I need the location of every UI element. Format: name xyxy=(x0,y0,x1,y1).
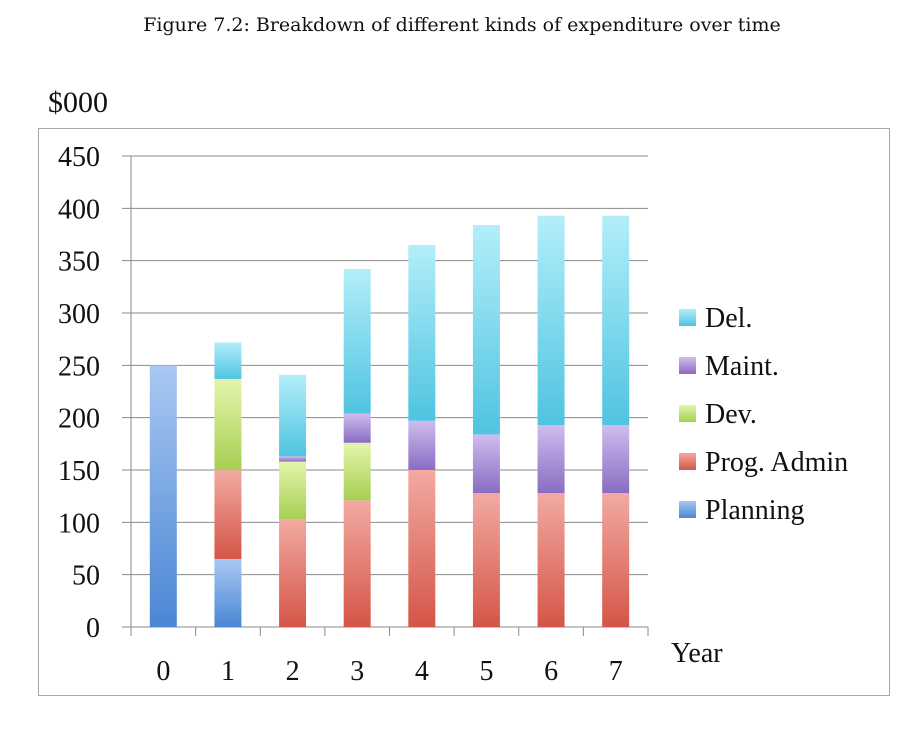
legend-label: Planning xyxy=(705,495,805,526)
legend-label: Maint. xyxy=(705,351,779,382)
bar-segment-maint-year-3 xyxy=(343,413,371,443)
bars xyxy=(149,215,630,627)
bar-segment-dev-year-3 xyxy=(343,442,371,501)
x-tick-label: 0 xyxy=(156,656,170,687)
y-tick-label: 200 xyxy=(58,404,100,435)
x-axis-label: Year xyxy=(671,638,723,669)
bar-segment-del-year-3 xyxy=(343,269,371,414)
y-tick-label: 50 xyxy=(72,561,100,592)
bar-segment-prog-admin-year-7 xyxy=(602,493,630,627)
legend-swatch xyxy=(679,453,696,470)
figure-caption: Figure 7.2: Breakdown of different kinds… xyxy=(143,14,781,36)
legend-label: Prog. Admin xyxy=(705,447,848,478)
legend-swatch xyxy=(679,309,696,326)
bar-segment-prog-admin-year-1 xyxy=(214,470,242,559)
legend: Del. Maint. Dev. Prog. Admin Planning xyxy=(679,303,848,526)
bar-segment-prog-admin-year-2 xyxy=(279,519,307,627)
y-tick-label: 150 xyxy=(58,456,100,487)
y-tick-label: 300 xyxy=(58,299,100,330)
bar-segment-maint-year-7 xyxy=(602,424,630,494)
y-tick-label: 400 xyxy=(58,194,100,225)
legend-swatch xyxy=(679,357,696,374)
x-tick-label: 3 xyxy=(350,656,364,687)
bar-segment-maint-year-2 xyxy=(279,456,307,462)
bar-segment-maint-year-5 xyxy=(472,434,500,494)
y-tick-label: 350 xyxy=(58,247,100,278)
bar-segment-prog-admin-year-3 xyxy=(343,500,371,627)
x-tick-label: 6 xyxy=(544,656,558,687)
y-unit-label: $000 xyxy=(48,86,108,119)
bar-segment-prog-admin-year-5 xyxy=(472,493,500,627)
legend-swatch xyxy=(679,501,696,518)
bar-segment-dev-year-1 xyxy=(214,378,242,470)
bar-segment-del-year-5 xyxy=(472,225,500,435)
bar-segment-prog-admin-year-6 xyxy=(537,493,565,627)
bar-segment-maint-year-4 xyxy=(408,420,436,470)
bar-segment-del-year-7 xyxy=(602,215,630,425)
legend-label: Dev. xyxy=(705,399,757,430)
x-tick-label: 7 xyxy=(609,656,623,687)
x-tick-label: 1 xyxy=(221,656,235,687)
bar-segment-del-year-6 xyxy=(537,215,565,425)
bar-segment-planning-year-1 xyxy=(214,558,242,627)
bar-segment-prog-admin-year-4 xyxy=(408,470,436,627)
legend-label: Del. xyxy=(705,303,752,334)
axes: 0 50 100 150 200 250 300 350 400 450 0 1 2 3 4 5 6 7 Year xyxy=(58,142,723,687)
bar-segment-del-year-1 xyxy=(214,342,242,379)
chart-frame xyxy=(38,128,890,696)
x-tick-label: 4 xyxy=(415,656,429,687)
bar-segment-maint-year-6 xyxy=(537,424,565,494)
legend-swatch xyxy=(679,405,696,422)
bar-segment-dev-year-2 xyxy=(279,461,307,520)
x-tick-label: 5 xyxy=(479,656,493,687)
bar-segment-del-year-2 xyxy=(279,374,307,457)
x-tick-label: 2 xyxy=(286,656,300,687)
y-tick-label: 450 xyxy=(58,142,100,173)
bar-segment-del-year-4 xyxy=(408,244,436,421)
y-tick-label: 100 xyxy=(58,508,100,539)
bar-segment-planning-year-0 xyxy=(149,365,177,627)
y-tick-label: 0 xyxy=(86,613,100,644)
gridlines xyxy=(122,155,648,628)
y-tick-label: 250 xyxy=(58,351,100,382)
